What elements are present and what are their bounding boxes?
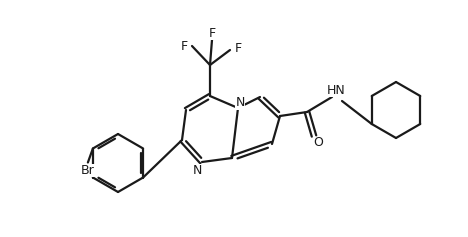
Text: F: F bbox=[234, 41, 241, 55]
Text: N: N bbox=[192, 164, 202, 177]
Text: F: F bbox=[208, 27, 216, 40]
Text: N: N bbox=[235, 96, 245, 109]
Text: Br: Br bbox=[81, 164, 95, 177]
Text: HN: HN bbox=[327, 83, 345, 96]
Text: O: O bbox=[313, 137, 323, 150]
Text: F: F bbox=[181, 40, 188, 53]
